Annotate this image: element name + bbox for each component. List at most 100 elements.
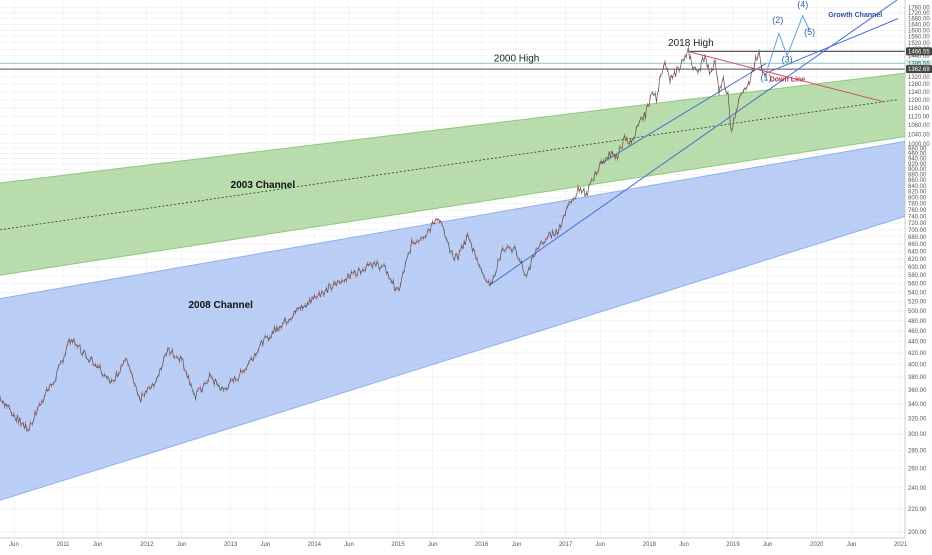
y-tick-label: 900.00: [908, 167, 927, 173]
y-tick-label: 740.00: [908, 214, 927, 220]
y-tick-label: 860.00: [908, 178, 927, 184]
y-tick-label: 1200.00: [908, 98, 930, 104]
x-tick-label: 2012: [140, 542, 154, 548]
y-tick-label: 340.00: [908, 402, 927, 408]
y-tick-label: 700.00: [908, 228, 927, 234]
chart-annotation: Growth Channel: [828, 12, 882, 19]
price-tag: [906, 47, 932, 56]
y-tick-label: 980.00: [908, 147, 927, 153]
y-tick-label: 260.00: [908, 467, 927, 473]
y-tick-label: 300.00: [908, 432, 927, 438]
y-tick-label: 1640.00: [908, 22, 930, 28]
y-tick-label: 800.00: [908, 196, 927, 202]
y-tick-label: 460.00: [908, 329, 927, 335]
x-tick-label: Jun: [9, 542, 19, 548]
x-tick-label: 2015: [391, 542, 405, 548]
x-tick-label: Jun: [512, 542, 522, 548]
y-tick-label: 240.00: [908, 486, 927, 492]
x-tick-label: 2020: [810, 542, 824, 548]
channel-band: [0, 141, 905, 501]
y-tick-label: 1520.00: [908, 41, 930, 47]
y-tick-label: 880.00: [908, 173, 927, 179]
y-tick-label: 720.00: [908, 221, 927, 227]
projection: (1) (2) (3) (4) (5): [761, 0, 816, 82]
y-tick-label: 500.00: [908, 309, 927, 315]
y-tick-label: 580.00: [908, 273, 927, 279]
x-tick-label: 2018: [643, 542, 657, 548]
y-tick-label: 1240.00: [908, 90, 930, 96]
x-tick-label: Jun: [763, 542, 773, 548]
y-tick-label: 660.00: [908, 242, 927, 248]
x-tick-label: 2014: [308, 542, 322, 548]
y-tick-label: 480.00: [908, 319, 927, 325]
y-tick-label: 200.00: [908, 530, 927, 536]
x-tick-label: Jun: [260, 542, 270, 548]
wave-label: (5): [804, 27, 815, 37]
y-tick-label: 420.00: [908, 351, 927, 357]
x-tick-label: Jun: [679, 542, 689, 548]
wave-label: (2): [772, 15, 783, 25]
wave-label: (1): [761, 72, 772, 82]
y-tick-label: 400.00: [908, 363, 927, 369]
x-tick-label: Jun: [595, 542, 605, 548]
y-tick-label: 920.00: [908, 162, 927, 168]
y-tick-label: 760.00: [908, 208, 927, 214]
channel-lower-edge: [0, 136, 906, 276]
level-label: 2018 High: [668, 38, 714, 49]
channel-band: [0, 73, 905, 276]
y-tick-label: 1120.00: [908, 114, 930, 120]
y-tick-label: 280.00: [908, 449, 927, 455]
chart-annotation: 2003 Channel: [231, 180, 296, 191]
y-tick-label: 360.00: [908, 388, 927, 394]
x-tick-label: 2011: [57, 542, 71, 548]
chart-annotation: 2008 Channel: [188, 300, 253, 311]
trend-line: [600, 63, 767, 165]
y-tick-label: 600.00: [908, 265, 927, 271]
x-axis-panel: [0, 538, 932, 550]
y-tick-label: 840.00: [908, 184, 927, 190]
y-tick-label: 780.00: [908, 202, 927, 208]
price-tag-label: 1466.55: [908, 49, 930, 55]
channel-upper-edge: [0, 72, 906, 184]
y-tick-label: 960.00: [908, 152, 927, 158]
y-tick-label: 320.00: [908, 417, 927, 423]
y-tick-label: 1080.00: [908, 123, 930, 129]
price-line: [0, 47, 767, 432]
trend-lines: [488, 0, 899, 287]
y-tick-label: 520.00: [908, 299, 927, 305]
horizontal-levels: 2018 High 2000 High: [0, 38, 905, 70]
wave-label: (4): [797, 0, 808, 9]
y-tick-label: 640.00: [908, 249, 927, 255]
price-tag: [906, 65, 932, 74]
y-tick-label: 540.00: [908, 290, 927, 296]
y-tick-label: 1680.00: [908, 17, 930, 23]
x-tick-label: Jun: [428, 542, 438, 548]
channels: [0, 72, 906, 501]
x-tick-label: Jun: [177, 542, 187, 548]
x-tick-label: 2016: [475, 542, 489, 548]
x-tick-label: Jun: [847, 542, 857, 548]
y-tick-label: 1560.00: [908, 35, 930, 41]
trend-line: [765, 18, 899, 74]
wave-label: (3): [782, 55, 793, 65]
y-tick-label: 940.00: [908, 157, 927, 163]
y-tick-label: 1000.00: [908, 142, 930, 148]
x-tick-label: 2013: [224, 542, 238, 548]
x-tick-label: 2017: [559, 542, 573, 548]
price-tag-label: 1362.69: [908, 67, 930, 73]
channel-midline: [0, 99, 897, 231]
y-tick-label: 1440.00: [908, 54, 930, 60]
y-tick-label: 1320.00: [908, 75, 930, 81]
y-tick-label: 1720.00: [908, 11, 930, 17]
projection-path: [765, 14, 811, 74]
x-tick-label: 2021: [894, 542, 908, 548]
y-tick-label: 560.00: [908, 282, 927, 288]
y-tick-label: 380.00: [908, 375, 927, 381]
price-series: [0, 45, 767, 432]
channel-lower-edge: [0, 215, 906, 501]
y-axis-panel: [905, 0, 932, 550]
level-label: 2000 High: [494, 54, 540, 65]
